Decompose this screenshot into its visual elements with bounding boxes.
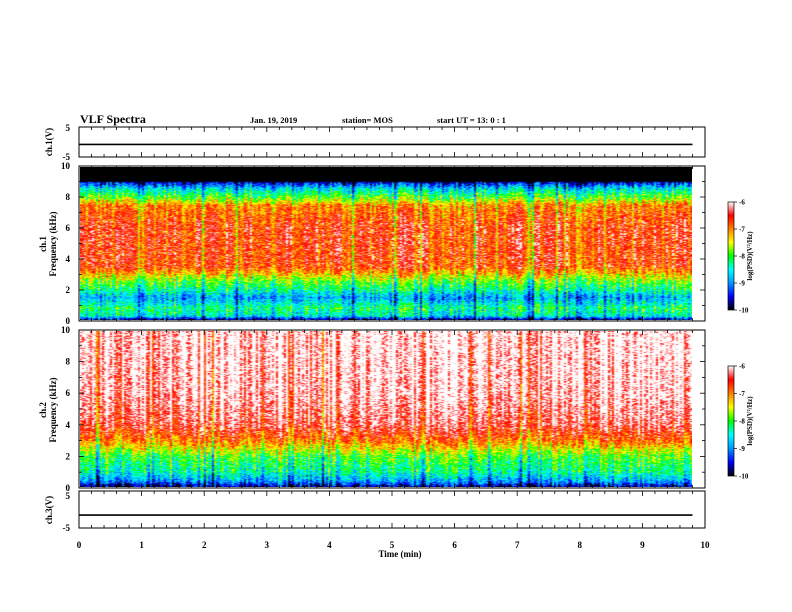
time-tick-label: 8 [578, 540, 583, 550]
colorbar-tick-label: -7 [739, 226, 745, 234]
ch2-colorbar-label: log(PSD)(V²/Hz) [746, 396, 754, 446]
colorbar-tick-label: -9 [739, 445, 745, 453]
station-label: station= MOS [342, 115, 393, 125]
ch1-voltage-panel: 5 -5 ch.1(V) [44, 123, 706, 162]
ch1-voltage-ticks [78, 127, 706, 157]
time-tick-label: 1 [139, 540, 144, 550]
time-tick-label: 2 [202, 540, 207, 550]
ch3-ytick-bottom: -5 [63, 523, 71, 533]
ch2-channel-label: ch.2 [38, 402, 48, 418]
ch3-voltage-frame [78, 490, 706, 529]
frequency-tick-label: 2 [66, 451, 71, 461]
time-tick-label: 6 [452, 540, 457, 550]
time-tick-label: 5 [390, 540, 395, 550]
colorbar-tick-label: -6 [739, 199, 745, 207]
ch1-voltage-ylabel: ch.1(V) [44, 128, 54, 156]
frequency-tick-label: 8 [66, 357, 71, 367]
ch3-voltage-ticks [78, 491, 706, 528]
time-axis-label: Time (min) [378, 549, 421, 559]
ch1-ytick-top: 5 [66, 123, 71, 133]
time-tick-label: 10 [701, 540, 711, 550]
frequency-tick-label: 0 [66, 316, 71, 326]
frequency-tick-label: 8 [66, 192, 71, 202]
frequency-tick-label: 6 [66, 388, 71, 398]
time-tick-label: 0 [77, 540, 82, 550]
ch1-frequency-ylabel: Frequency (kHz) [48, 211, 58, 276]
ch1-colorbar-ramp [727, 201, 735, 311]
time-tick-label: 7 [515, 540, 520, 550]
colorbar-tick-label: -10 [739, 307, 749, 315]
ch1-spectrogram-image [80, 167, 692, 320]
ch1-colorbar: -6 -7 -8 -9 -10 log(PSD)(V²/Hz) [727, 199, 754, 315]
colorbar-tick-label: -10 [739, 473, 749, 481]
ch2-spectrogram-image [80, 331, 692, 487]
ch2-spectrogram-panel: 0 2 4 6 8 10 ch.2 Frequency (kHz) -6 -7 -8 -9 -10… [38, 325, 754, 493]
frequency-tick-label: 10 [61, 161, 71, 171]
colorbar-tick-label: -8 [739, 253, 745, 261]
frequency-tick-label: 4 [66, 420, 71, 430]
ch2-colorbar: -6 -7 -8 -9 -10 log(PSD)(V²/Hz) [727, 363, 754, 481]
ch1-spectrogram-ticks [78, 166, 706, 321]
frequency-tick-label: 4 [66, 254, 71, 264]
ch1-spectrogram-panel: 0 2 4 6 8 10 ch.1 Frequency (kHz) -6 -7 -8 -9 -10… [38, 161, 754, 326]
frequency-tick-label: 6 [66, 223, 71, 233]
colorbar-tick-label: -9 [739, 280, 745, 288]
ch1-colorbar-label: log(PSD)(V²/Hz) [746, 231, 754, 281]
time-tick-label: 4 [327, 540, 332, 550]
ch3-voltage-ylabel: ch.3(V) [44, 496, 54, 524]
ch2-colorbar-ticks: -6 -7 -8 -9 -10 [734, 363, 749, 481]
figure-title: VLF Spectra [80, 112, 146, 126]
time-tick-labels: 0 1 2 3 4 5 6 7 8 9 10 [77, 540, 710, 550]
colorbar-tick-label: -8 [739, 418, 745, 426]
ch3-voltage-panel: 5 -5 ch.3(V) [44, 490, 706, 533]
ch1-channel-label: ch.1 [38, 236, 48, 252]
ch2-frequency-tick-labels: 0 2 4 6 8 10 [61, 325, 705, 493]
time-tick-label: 3 [265, 540, 270, 550]
time-tick-label: 9 [640, 540, 645, 550]
ch2-spectrogram-ticks [78, 330, 706, 488]
ch1-frequency-tick-labels: 0 2 4 6 8 10 [61, 161, 705, 326]
colorbar-tick-label: -6 [739, 363, 745, 371]
date-label: Jan. 19, 2019 [250, 115, 297, 125]
frequency-tick-label: 0 [66, 483, 71, 493]
frequency-tick-label: 10 [61, 325, 71, 335]
colorbar-tick-label: -7 [739, 390, 745, 398]
ch1-colorbar-ticks: -6 -7 -8 -9 -10 [734, 199, 749, 315]
ch2-frequency-ylabel: Frequency (kHz) [48, 377, 58, 442]
frequency-tick-label: 2 [66, 285, 71, 295]
start-time-label: start UT = 13: 0 : 1 [437, 115, 506, 125]
ch2-colorbar-ramp [727, 365, 735, 477]
ch3-ytick-top: 5 [66, 491, 71, 501]
ch1-ytick-bottom: -5 [63, 152, 71, 162]
